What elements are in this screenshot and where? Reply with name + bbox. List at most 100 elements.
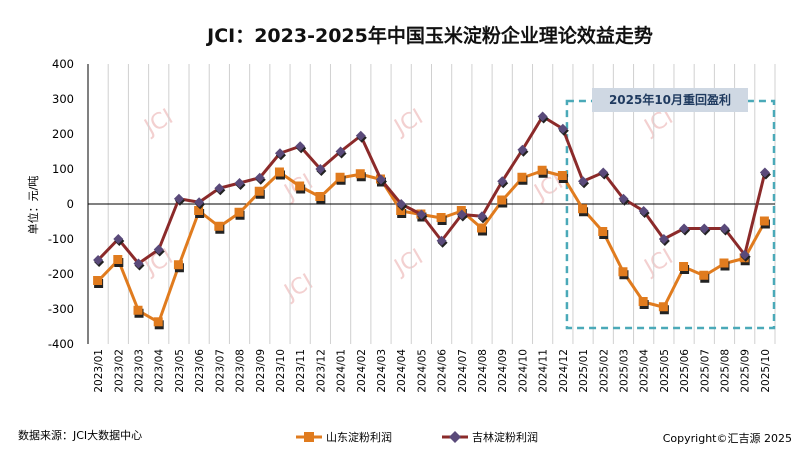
- y-tick-label: 0: [67, 197, 74, 211]
- data-point: [658, 302, 668, 312]
- data-point: [699, 270, 709, 280]
- data-point: [436, 235, 447, 246]
- data-point: [335, 172, 345, 182]
- watermark-layer: JCIJCIJCIJCIJCIJCIJCIJCIJCI: [139, 104, 678, 306]
- legend-label-jilin: 吉林淀粉利润: [472, 430, 538, 444]
- data-point: [396, 199, 407, 209]
- x-tick-label: 2024/02: [356, 349, 368, 393]
- data-point: [274, 148, 285, 159]
- data-point: [557, 171, 567, 180]
- data-point: [456, 209, 467, 220]
- data-point: [315, 192, 325, 201]
- data-point: [618, 193, 629, 204]
- series-layer: [93, 111, 771, 330]
- x-tick-label: 2024/11: [538, 349, 550, 393]
- data-point: [375, 174, 386, 185]
- data-point: [254, 186, 264, 196]
- y-tick-label: -400: [48, 337, 74, 351]
- data-point: [254, 172, 265, 183]
- x-tick-label: 2024/06: [437, 349, 449, 393]
- watermark: JCI: [139, 104, 178, 141]
- x-tick-label: 2025/02: [598, 349, 610, 393]
- data-point: [93, 276, 103, 285]
- data-point: [113, 255, 123, 264]
- annotation-label: 2025年10月重回盈利: [609, 92, 731, 107]
- data-point: [759, 167, 770, 178]
- legend-marker-jilin: [449, 431, 461, 443]
- copyright: Copyright©汇吉源 2025: [663, 431, 792, 445]
- x-tick-label: 2023/05: [174, 349, 186, 393]
- data-point: [153, 317, 163, 327]
- x-tick-label: 2025/04: [639, 349, 651, 393]
- data-point: [173, 193, 184, 204]
- x-tick-label: 2025/08: [719, 349, 731, 393]
- data-point: [133, 258, 144, 269]
- x-tick-label: 2023/04: [154, 349, 166, 393]
- x-tick-labels: 2023/01 2023/02 2023/03 2023/04 2023/05 2023/…: [93, 349, 772, 393]
- data-point: [517, 172, 527, 182]
- data-point: [739, 249, 750, 260]
- legend-marker-shandong: [304, 432, 314, 442]
- series-jilin: [93, 111, 771, 271]
- data-point: [719, 223, 730, 234]
- chart-title: JCI：2023-2025年中国玉米淀粉企业理论效益走势: [205, 24, 653, 47]
- data-point: [335, 146, 346, 157]
- x-tick-label: 2023/09: [255, 349, 267, 393]
- x-tick-label: 2024/05: [416, 349, 428, 393]
- data-point: [274, 167, 284, 177]
- watermark: JCI: [639, 244, 678, 281]
- x-tick-label: 2023/06: [194, 349, 206, 393]
- x-tick-label: 2025/01: [578, 349, 590, 393]
- y-tick-label: 100: [52, 162, 74, 176]
- data-point: [497, 176, 508, 187]
- x-tick-label: 2023/11: [295, 349, 307, 393]
- x-tick-label: 2024/09: [497, 349, 509, 393]
- data-point: [658, 234, 669, 244]
- watermark: JCI: [389, 244, 428, 281]
- data-point: [214, 221, 224, 231]
- x-tick-label: 2023/08: [235, 349, 247, 393]
- x-tick-label: 2025/10: [760, 349, 772, 393]
- x-tick-label: 2023/10: [275, 349, 287, 393]
- x-tick-label: 2024/12: [558, 349, 570, 393]
- data-point: [194, 206, 204, 215]
- x-tick-label: 2025/05: [659, 349, 671, 393]
- data-point: [537, 165, 547, 175]
- x-tick-label: 2024/07: [457, 349, 469, 393]
- x-tick-label: 2023/01: [93, 349, 105, 393]
- data-point: [396, 206, 406, 215]
- data-point: [214, 183, 225, 194]
- y-axis-label: 单位：元/吨: [26, 176, 40, 235]
- data-point: [557, 123, 568, 134]
- data-point: [638, 297, 648, 306]
- data-point: [497, 195, 507, 205]
- data-point: [578, 204, 588, 214]
- data-point: [679, 262, 689, 271]
- data-point: [133, 305, 143, 315]
- watermark: JCI: [279, 269, 318, 306]
- data-point: [113, 234, 124, 244]
- data-point: [234, 178, 245, 188]
- x-tick-label: 2023/12: [315, 349, 327, 393]
- data-source: 数据来源：JCI大数据中心: [18, 428, 142, 442]
- y-tick-label: 300: [52, 92, 74, 106]
- x-tick-label: 2024/03: [376, 349, 388, 393]
- watermark: JCI: [389, 104, 428, 141]
- data-point: [416, 209, 427, 220]
- y-tick-label: -200: [48, 267, 74, 281]
- series-line: [97, 169, 767, 324]
- data-point: [618, 267, 628, 277]
- x-tick-label: 2024/08: [477, 349, 489, 393]
- annotation-label-background: [592, 88, 748, 112]
- data-point: [153, 244, 164, 255]
- data-point: [173, 260, 183, 270]
- legend: 山东淀粉利润 吉林淀粉利润: [296, 430, 538, 444]
- data-point: [598, 227, 608, 236]
- series-line: [97, 115, 767, 265]
- data-point: [578, 176, 589, 187]
- data-point: [699, 223, 710, 234]
- data-point: [295, 181, 305, 191]
- data-point: [355, 169, 365, 179]
- x-tick-label: 2023/02: [113, 349, 125, 393]
